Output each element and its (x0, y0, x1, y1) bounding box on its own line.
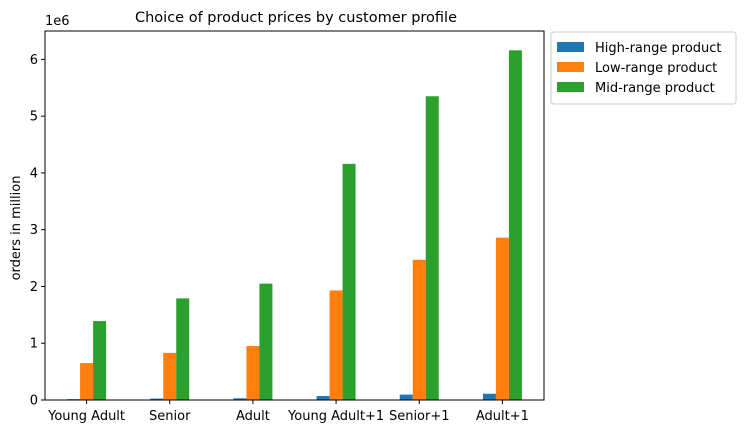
legend-swatch (557, 62, 584, 72)
x-tick-label: Senior+1 (389, 409, 450, 424)
plot-frame (44, 30, 545, 401)
y-tick-label: 1 (30, 337, 38, 352)
y-offset-label: 1e6 (45, 14, 70, 29)
bar-high-range-product-5 (482, 393, 496, 400)
bar-high-range-product-4 (399, 394, 413, 400)
x-tick-label: Young Adult (47, 409, 125, 424)
bar-mid-range-product-5 (508, 50, 522, 401)
y-tick-label: 5 (30, 110, 38, 125)
bar-low-range-product-4 (412, 259, 426, 400)
bar-low-range-product-2 (246, 346, 260, 400)
bar-mid-range-product-1 (176, 298, 190, 400)
x-tick-label: Adult+1 (476, 409, 529, 424)
legend-label: Mid-range product (595, 81, 715, 96)
x-axis: Young Adult Senior Adult Young Adult+1 Senio… (47, 400, 529, 424)
y-tick-label: 3 (30, 223, 38, 238)
y-axis: 0 1 2 3 4 5 6 (30, 53, 45, 409)
legend-label: High-range product (595, 41, 722, 56)
bar-mid-range-product-2 (259, 283, 273, 400)
bar-high-range-product-3 (316, 396, 330, 400)
bar-mid-range-product-0 (93, 321, 107, 400)
y-tick-label: 0 (30, 394, 38, 409)
bars-group (67, 50, 522, 401)
legend-box (550, 31, 737, 105)
bar-high-range-product-2 (233, 398, 247, 400)
y-tick-label: 4 (30, 166, 38, 181)
bar-low-range-product-0 (80, 363, 94, 400)
legend-swatch (557, 42, 584, 52)
bar-mid-range-product-3 (342, 163, 356, 400)
y-tick-label: 6 (30, 53, 38, 68)
x-tick-label: Senior (149, 409, 191, 424)
legend-label: Low-range product (595, 61, 717, 76)
legend-swatch (557, 82, 584, 92)
y-axis-label: orders in million (9, 176, 24, 281)
bar-low-range-product-1 (163, 352, 177, 400)
bar-low-range-product-5 (495, 237, 509, 400)
x-tick-label: Young Adult+1 (287, 409, 384, 424)
x-tick-label: Adult (236, 409, 270, 424)
chart-title: Choice of product prices by customer pro… (135, 10, 457, 26)
bar-high-range-product-1 (150, 398, 164, 400)
bar-mid-range-product-4 (425, 96, 439, 400)
legend: High-range product Low-range product Mid-r… (550, 31, 737, 105)
y-tick-label: 2 (30, 280, 38, 295)
bar-low-range-product-3 (329, 290, 343, 400)
